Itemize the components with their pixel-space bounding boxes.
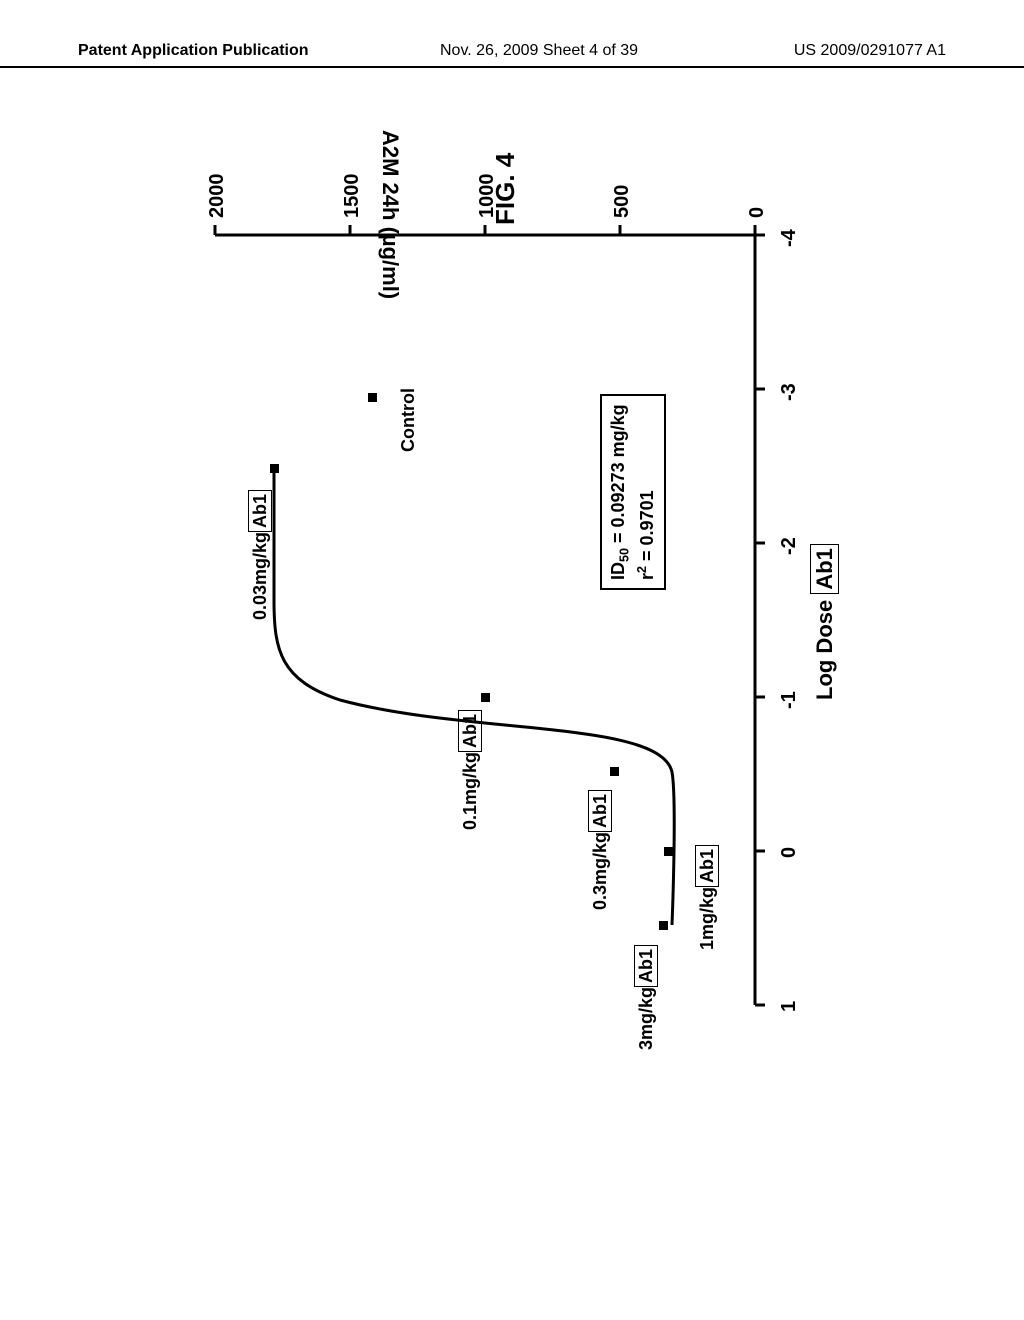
label-d003: 0.03mg/kgAb1 <box>250 490 271 620</box>
label-d03: 0.3mg/kgAb1 <box>590 790 611 910</box>
stat-r2: r2 = 0.9701 <box>634 404 660 580</box>
xtick-n3: -3 <box>778 383 801 401</box>
x-axis-label-prefix: Log Dose <box>812 594 837 700</box>
ytick-0: 0 <box>746 207 769 218</box>
label-d1: 1mg/kgAb1 <box>697 845 718 950</box>
marker-d1 <box>664 847 673 856</box>
xtick-n1: -1 <box>778 691 801 709</box>
marker-d003 <box>270 464 279 473</box>
xtick-n4: -4 <box>778 229 801 247</box>
marker-control <box>368 393 377 402</box>
label-control: Control <box>398 388 419 452</box>
label-d01: 0.1mg/kgAb1 <box>460 710 481 830</box>
marker-d3 <box>659 921 668 930</box>
ytick-500: 500 <box>611 185 634 218</box>
chart-axes <box>0 0 1024 1320</box>
ytick-1500: 1500 <box>341 174 364 219</box>
xtick-0: 0 <box>778 847 801 858</box>
label-d3: 3mg/kgAb1 <box>636 945 657 1050</box>
marker-d03 <box>610 767 619 776</box>
marker-d01 <box>481 693 490 702</box>
ytick-2000: 2000 <box>206 174 229 219</box>
xtick-n2: -2 <box>778 537 801 555</box>
xtick-1: 1 <box>778 1001 801 1012</box>
y-axis-label: A2M 24h (µg/ml) <box>377 130 403 299</box>
stats-box: ID50 = 0.09273 mg/kg r2 = 0.9701 <box>600 394 666 590</box>
x-axis-label-suffix: Ab1 <box>810 544 839 594</box>
stat-id50: ID50 = 0.09273 mg/kg <box>606 404 634 580</box>
ytick-1000: 1000 <box>476 174 499 219</box>
x-axis-label: Log Dose Ab1 <box>812 544 838 700</box>
